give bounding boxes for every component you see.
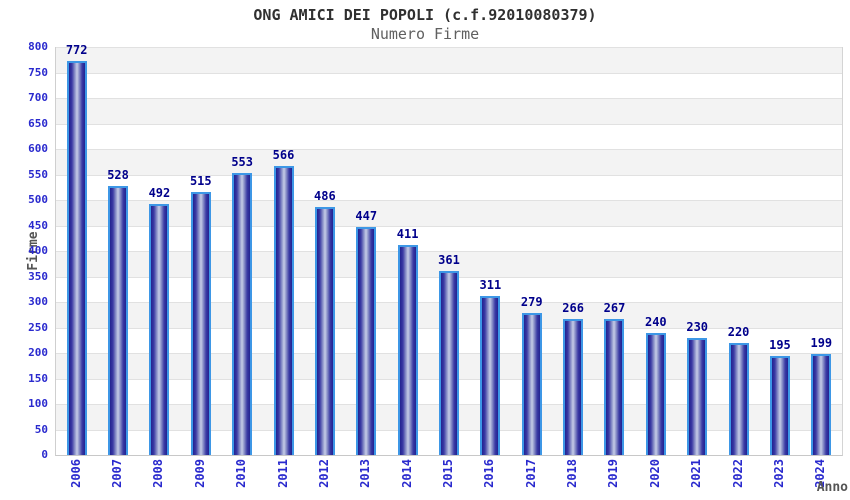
y-tick-label: 800 — [28, 40, 48, 53]
y-tick-label: 700 — [28, 91, 48, 104]
bar-2024 — [811, 354, 831, 455]
plot-band — [56, 98, 842, 124]
bar-value-label: 267 — [603, 301, 626, 315]
x-tick-label: 2009 — [192, 459, 207, 488]
y-tick-label: 150 — [28, 371, 48, 385]
bar-2011 — [274, 166, 294, 455]
chart-title: ONG AMICI DEI POPOLI (c.f.92010080379) — [253, 6, 597, 24]
y-tick-label: 250 — [28, 320, 48, 334]
plot-band — [56, 174, 842, 200]
x-tick-label: 2020 — [647, 459, 662, 488]
y-tick-label: 0 — [41, 448, 48, 461]
gridline — [56, 72, 842, 74]
bar-2023 — [770, 356, 790, 455]
bar-2009 — [191, 192, 211, 455]
y-tick-label: 500 — [28, 193, 48, 206]
bar-2020 — [646, 333, 666, 455]
x-tick-label: 2011 — [275, 459, 290, 488]
x-tick-label: 2022 — [730, 459, 745, 488]
bar-value-label: 447 — [355, 209, 378, 223]
bar-value-label: 553 — [231, 155, 253, 169]
bar-value-label: 195 — [769, 338, 791, 352]
x-tick-label: 2007 — [110, 459, 125, 488]
bar-value-label: 266 — [562, 301, 584, 315]
y-tick-label: 750 — [28, 65, 48, 79]
bar-value-label: 411 — [396, 227, 419, 241]
bar-value-label: 230 — [686, 320, 709, 334]
bar-2010 — [232, 173, 252, 455]
y-tick-label: 600 — [28, 142, 48, 155]
plot-band — [56, 225, 842, 251]
gridline — [56, 251, 842, 252]
x-tick-label: 2014 — [399, 459, 414, 488]
bar-2007 — [108, 186, 128, 455]
plot-band — [56, 200, 842, 226]
x-tick-label: 2013 — [358, 459, 373, 488]
gridline — [56, 47, 842, 48]
bar-value-label: 361 — [438, 253, 460, 267]
plot-band — [56, 149, 842, 175]
y-tick-label: 550 — [28, 167, 48, 181]
bar-value-label: 515 — [189, 174, 212, 188]
bar-value-label: 240 — [644, 315, 667, 329]
x-tick-label: 2023 — [771, 459, 786, 488]
y-tick-label: 650 — [28, 116, 48, 130]
plot-band — [56, 47, 842, 73]
gridline — [56, 149, 842, 150]
y-tick-label: 100 — [28, 397, 48, 410]
plot-band — [56, 72, 842, 98]
y-tick-label: 400 — [28, 244, 48, 257]
bar-value-label: 772 — [65, 43, 88, 57]
bar-2019 — [604, 319, 624, 455]
x-tick-label: 2019 — [606, 459, 621, 488]
bar-2014 — [398, 245, 418, 455]
gridline — [56, 225, 842, 227]
x-tick-label: 2021 — [689, 459, 704, 488]
x-tick-label: 2017 — [523, 459, 538, 488]
bar-2016 — [480, 296, 500, 455]
x-tick-label: 2006 — [68, 459, 83, 488]
x-tick-label: 2018 — [565, 459, 580, 488]
bar-value-label: 492 — [148, 186, 171, 200]
plot-area: 772 528 492 515 553 566 486 447 411 361 311 279 266 2… — [55, 43, 843, 456]
y-tick-label: 200 — [28, 346, 48, 359]
bar-2012 — [315, 207, 335, 455]
bar-2018 — [563, 319, 583, 455]
x-tick-label: 2016 — [482, 459, 497, 488]
y-tick-label: 300 — [28, 295, 48, 308]
bar-value-label: 220 — [727, 325, 750, 339]
bar-2013 — [356, 227, 376, 455]
gridline — [56, 174, 842, 176]
plot-band — [56, 123, 842, 149]
bar-value-label: 566 — [272, 148, 295, 162]
y-tick-label: 350 — [28, 269, 48, 283]
chart-subtitle: Numero Firme — [370, 25, 480, 43]
bar-value-label: 528 — [107, 168, 129, 182]
x-tick-label: 2010 — [234, 459, 249, 488]
bar-2008 — [149, 204, 169, 455]
gridline — [56, 200, 842, 201]
bar-2006 — [67, 61, 87, 455]
bar-2022 — [729, 343, 749, 455]
x-axis-title: Anno — [816, 480, 848, 495]
x-tick-label: 2015 — [440, 459, 455, 488]
bar-2017 — [522, 313, 542, 455]
bar-value-label: 311 — [479, 278, 502, 292]
bar-value-label: 279 — [520, 295, 543, 309]
bar-2015 — [439, 271, 459, 455]
y-tick-label: 450 — [28, 218, 48, 232]
bar-value-label: 486 — [314, 189, 336, 203]
gridline — [56, 123, 842, 125]
bar-2021 — [687, 338, 707, 455]
bar-value-label: 199 — [810, 336, 833, 350]
gridline — [56, 98, 842, 99]
x-tick-label: 2012 — [316, 459, 331, 488]
y-tick-label: 50 — [34, 422, 48, 436]
x-tick-label: 2008 — [151, 459, 166, 488]
